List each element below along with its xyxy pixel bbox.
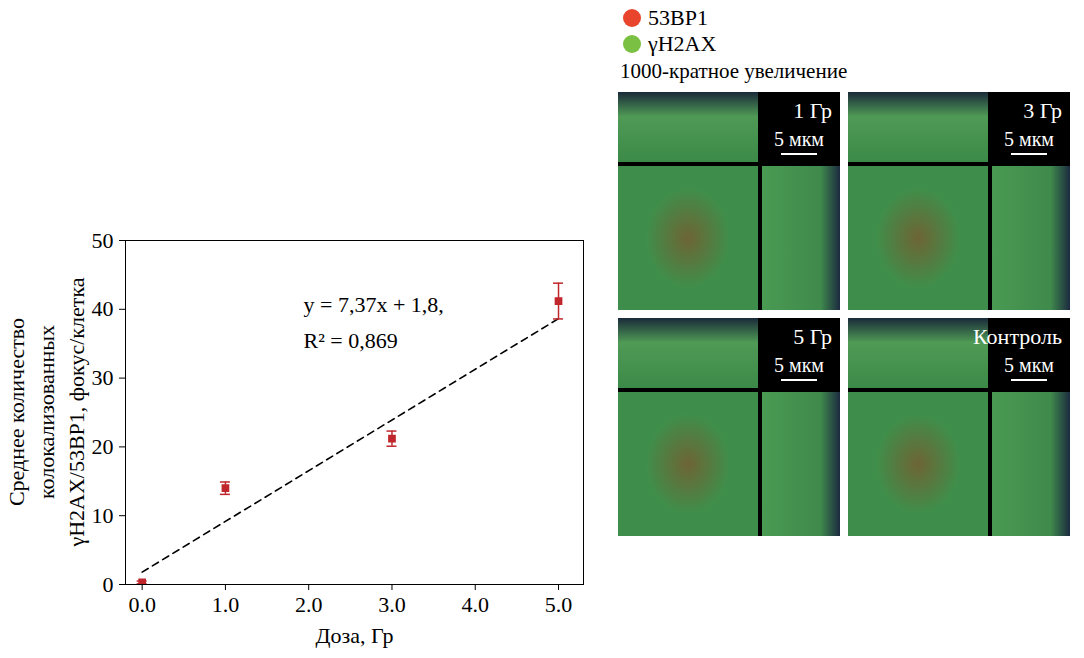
- svg-text:20: 20: [92, 434, 114, 459]
- svg-text:53BP1: 53BP1: [648, 5, 708, 30]
- svg-text:Доза, Гр: Доза, Гр: [316, 623, 394, 648]
- svg-text:0.0: 0.0: [128, 592, 156, 617]
- svg-text:5 мкм: 5 мкм: [774, 354, 824, 376]
- svg-text:Среднее количество: Среднее количество: [4, 318, 29, 506]
- svg-text:1 Гр: 1 Гр: [793, 98, 832, 123]
- svg-text:γH2AX: γH2AX: [647, 31, 716, 56]
- svg-text:50: 50: [92, 228, 114, 253]
- svg-text:2.0: 2.0: [295, 592, 323, 617]
- svg-text:5.0: 5.0: [545, 592, 573, 617]
- svg-text:колокализованных: колокализованных: [34, 325, 59, 499]
- svg-text:1.0: 1.0: [212, 592, 240, 617]
- svg-text:5 мкм: 5 мкм: [1004, 354, 1054, 376]
- svg-text:γH2AX/53BP1, фокус/клетка: γH2AX/53BP1, фокус/клетка: [64, 277, 89, 547]
- svg-text:10: 10: [92, 503, 114, 528]
- svg-text:5 мкм: 5 мкм: [1004, 128, 1054, 150]
- svg-text:5 Гр: 5 Гр: [793, 324, 832, 349]
- svg-text:Контроль: Контроль: [973, 324, 1062, 349]
- svg-text:R² = 0,869: R² = 0,869: [304, 328, 398, 353]
- svg-text:y = 7,37x + 1,8,: y = 7,37x + 1,8,: [304, 292, 444, 317]
- svg-text:5 мкм: 5 мкм: [774, 128, 824, 150]
- svg-text:0: 0: [103, 572, 114, 597]
- svg-text:4.0: 4.0: [461, 592, 489, 617]
- svg-text:40: 40: [92, 296, 114, 321]
- svg-text:3.0: 3.0: [378, 592, 406, 617]
- svg-text:1000-кратное увеличение: 1000-кратное увеличение: [620, 59, 847, 83]
- svg-text:3 Гр: 3 Гр: [1023, 98, 1062, 123]
- svg-text:30: 30: [92, 365, 114, 390]
